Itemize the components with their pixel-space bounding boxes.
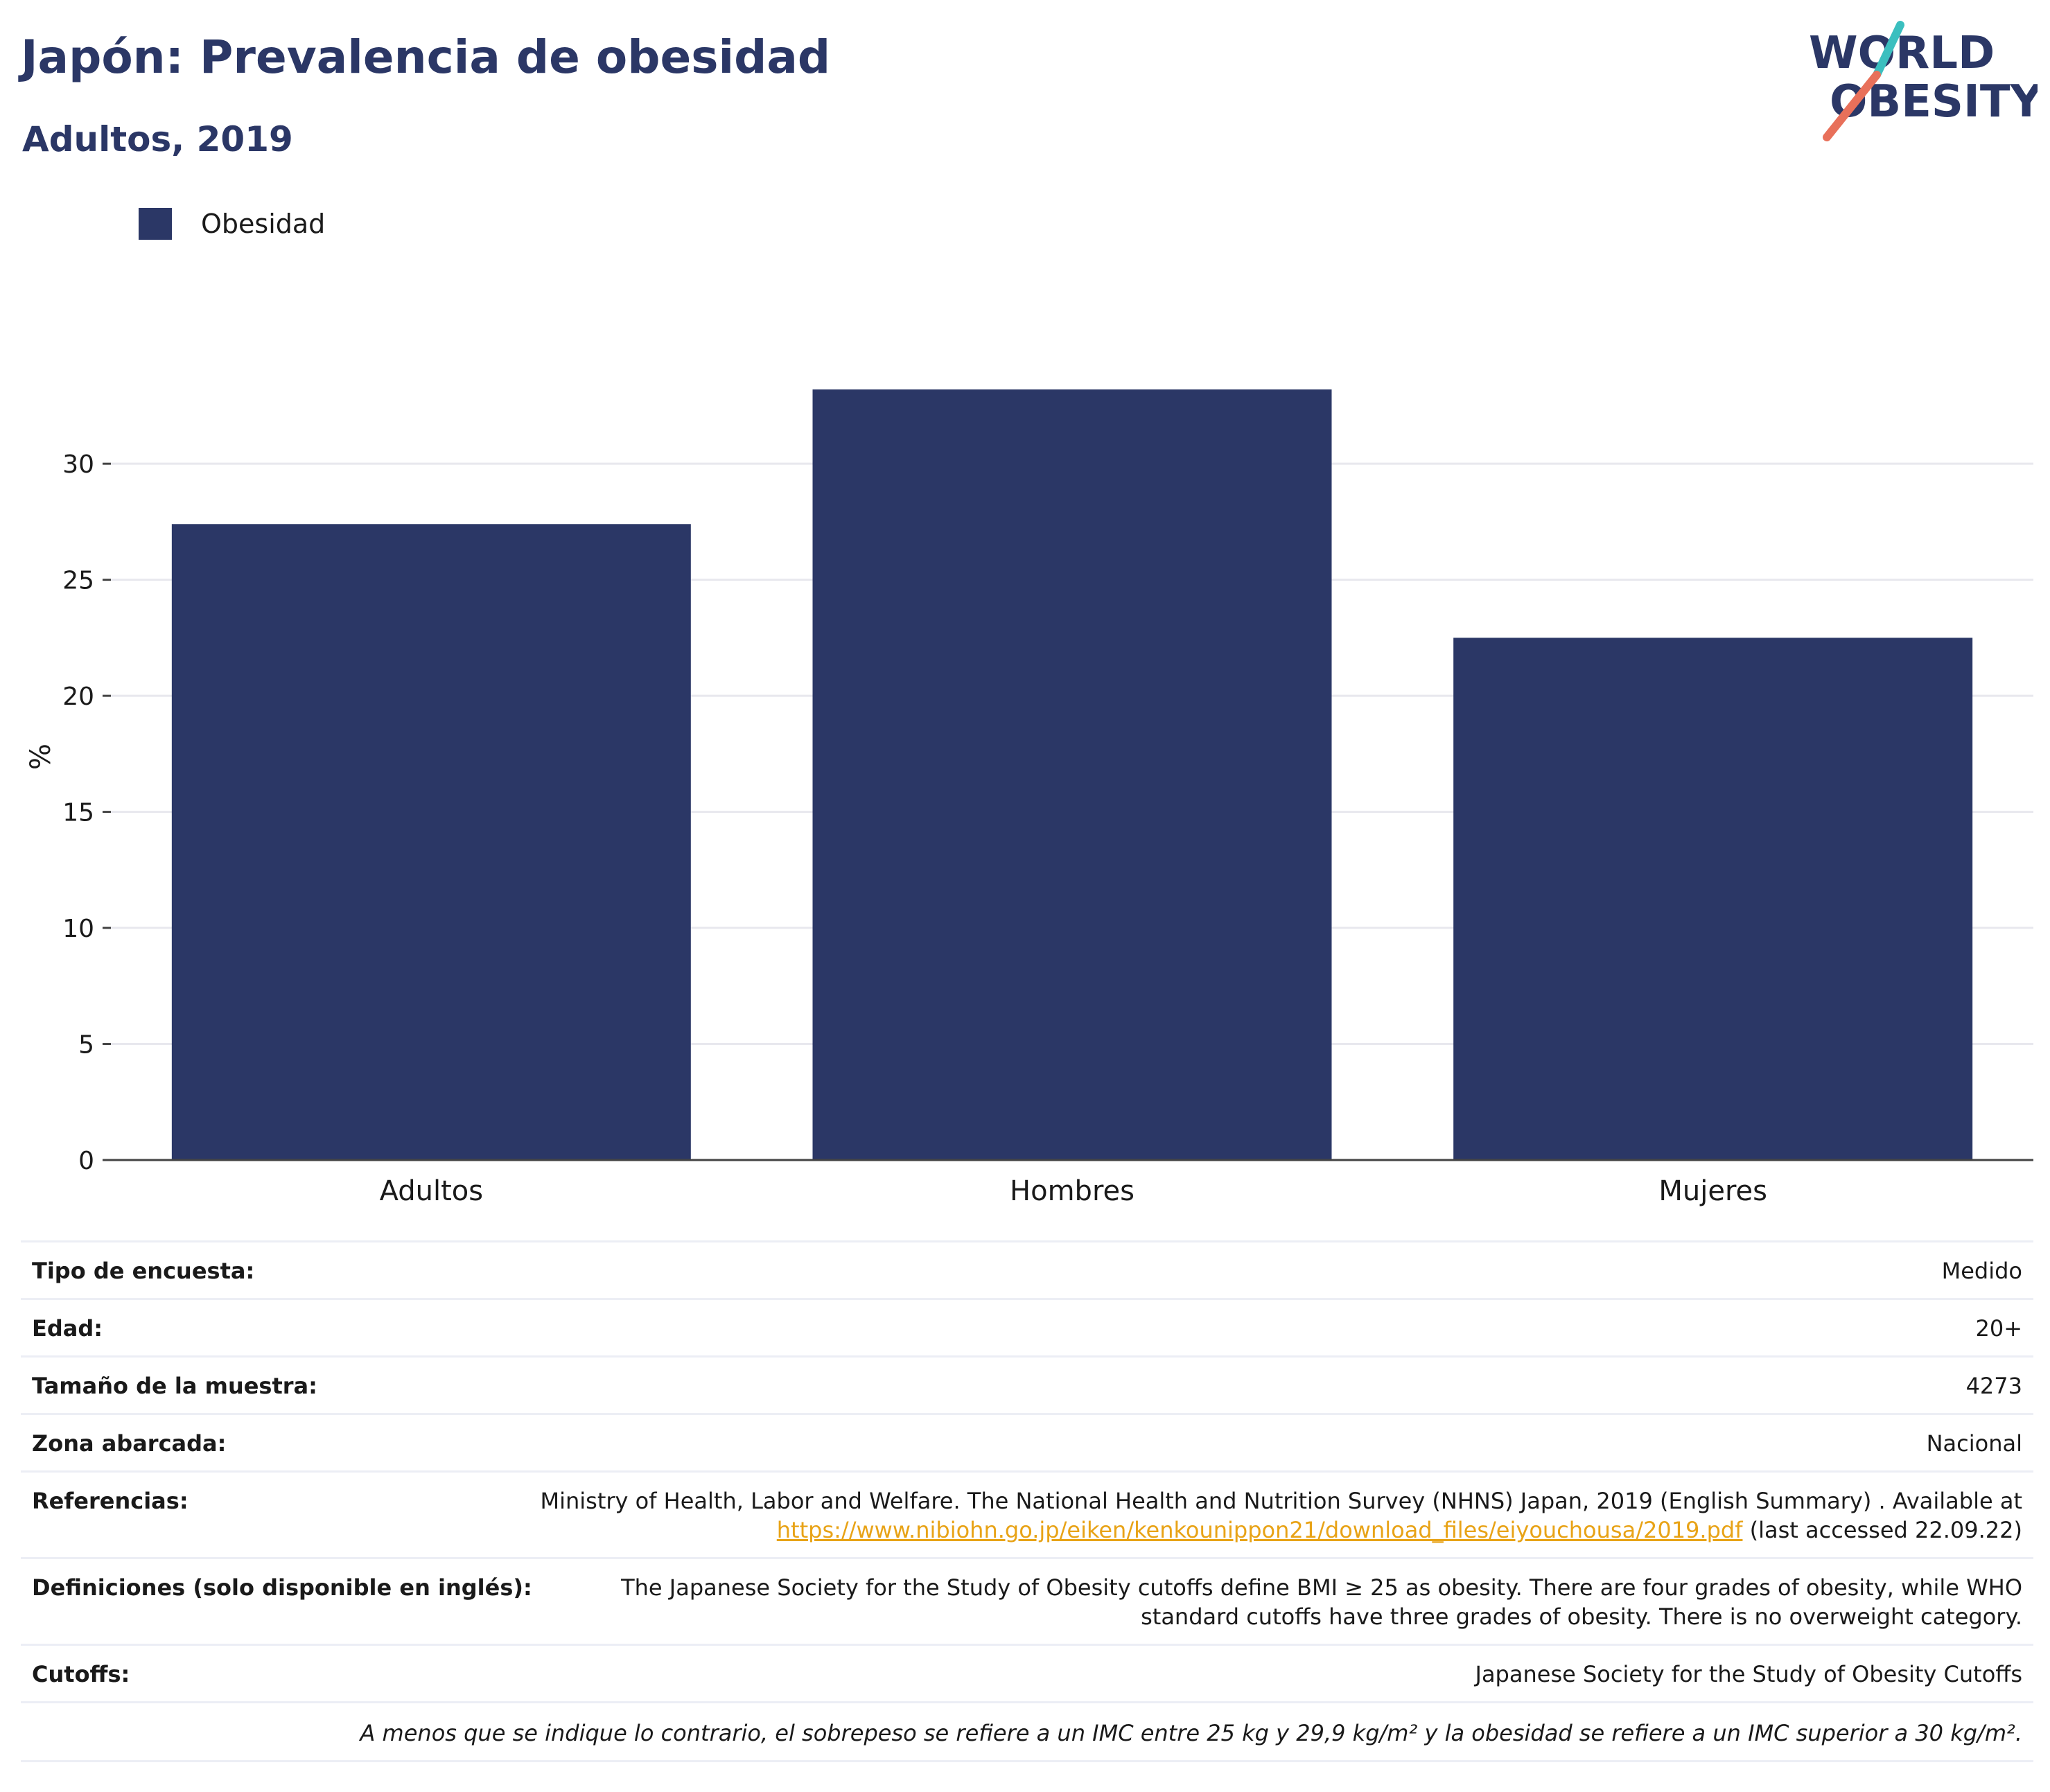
chart-bars [171, 389, 1973, 1160]
x-tick-label: Adultos [380, 1175, 484, 1207]
bar-mujeres[interactable] [1453, 638, 1973, 1160]
bar-hombres[interactable] [812, 389, 1332, 1160]
chart-legend[interactable]: Obesidad [139, 208, 325, 240]
world-obesity-logo: WORLD OBESITY [1809, 21, 2038, 141]
y-tick-label: 5 [78, 1031, 94, 1060]
info-value: Japanese Society for the Study of Obesit… [1475, 1661, 2023, 1687]
y-tick-label: 20 [62, 683, 94, 711]
info-row-sample-size: Tamaño de la muestra: 4273 [21, 1358, 2033, 1415]
y-axis-label: % [25, 744, 57, 770]
info-row-definitions: Definiciones (solo disponible en inglés)… [21, 1559, 2033, 1646]
info-value: Nacional [1926, 1430, 2022, 1457]
y-axis-ticks: 0 5 10 15 20 25 30 [62, 450, 111, 1175]
info-value: 20+ [1975, 1315, 2022, 1342]
x-axis-ticks: Adultos Hombres Mujeres [380, 1175, 1767, 1207]
info-label: Cutoffs: [32, 1661, 130, 1687]
logo-slash-teal [1873, 21, 1904, 79]
info-row-survey-type: Tipo de encuesta: Medido [21, 1242, 2033, 1300]
y-tick-label: 15 [62, 799, 94, 827]
info-value-references: Ministry of Health, Labor and Welfare. T… [540, 1486, 2022, 1545]
info-value: Medido [1941, 1258, 2022, 1284]
legend-swatch-obesidad [139, 208, 172, 240]
info-label: Definiciones (solo disponible en inglés)… [32, 1574, 532, 1601]
page-title: Japón: Prevalencia de obesidad [21, 30, 831, 84]
info-label: Tamaño de la muestra: [32, 1373, 317, 1399]
info-label: Referencias: [32, 1488, 189, 1514]
info-label: Edad: [32, 1315, 103, 1342]
reference-suffix: (last accessed 22.09.22) [1742, 1517, 2022, 1543]
definition-footnote: A menos que se indique lo contrario, el … [21, 1703, 2033, 1762]
page-subtitle: Adultos, 2019 [22, 119, 293, 159]
logo-text-world: WORLD [1809, 28, 1995, 79]
y-tick-label: 10 [62, 915, 94, 943]
info-value: 4273 [1965, 1373, 2022, 1399]
survey-info-table: Tipo de encuesta: Medido Edad: 20+ Tamañ… [21, 1240, 2033, 1762]
legend-label-obesidad: Obesidad [201, 209, 326, 239]
info-row-area: Zona abarcada: Nacional [21, 1415, 2033, 1473]
y-tick-label: 30 [62, 450, 94, 479]
y-tick-label: 25 [62, 567, 94, 595]
bar-chart: 0 5 10 15 20 25 30 Adultos Hombres Mujeres % [25, 389, 2033, 1207]
info-value: The Japanese Society for the Study of Ob… [621, 1574, 2022, 1630]
x-tick-label: Mujeres [1658, 1175, 1767, 1207]
info-label: Tipo de encuesta: [32, 1258, 255, 1284]
x-tick-label: Hombres [1010, 1175, 1134, 1207]
info-row-age: Edad: 20+ [21, 1300, 2033, 1358]
info-label: Zona abarcada: [32, 1430, 227, 1457]
reference-link[interactable]: https://www.nibiohn.go.jp/eiken/kenkouni… [776, 1517, 1743, 1543]
logo-slash-coral [1823, 71, 1881, 141]
y-tick-label: 0 [78, 1147, 94, 1175]
info-row-references: Referencias: Ministry of Health, Labor a… [21, 1473, 2033, 1559]
reference-text: Ministry of Health, Labor and Welfare. T… [540, 1488, 2022, 1514]
info-row-cutoffs: Cutoffs: Japanese Society for the Study … [21, 1646, 2033, 1703]
bar-adultos[interactable] [171, 524, 691, 1160]
